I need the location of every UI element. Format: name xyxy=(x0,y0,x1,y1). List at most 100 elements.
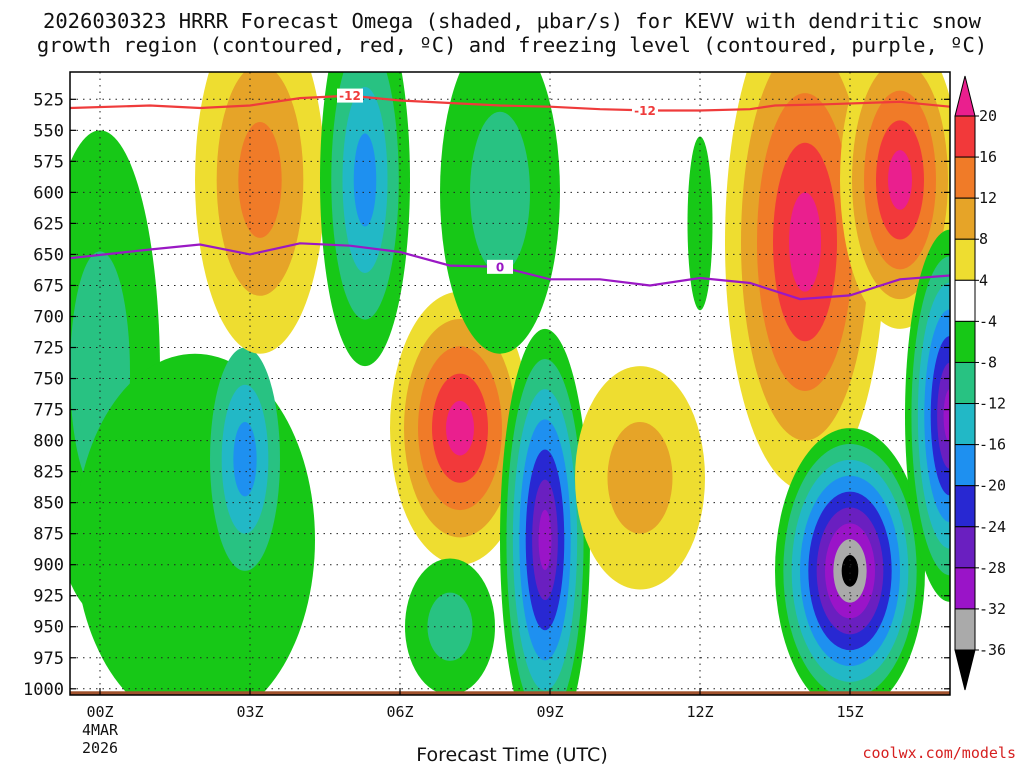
y-tick-label-950: 950 xyxy=(33,618,64,638)
omega-shade-5-gt20 xyxy=(446,400,474,456)
dgz-contour-label-bg-1 xyxy=(632,103,658,118)
x-tick-label-00Z: 00Z xyxy=(86,703,113,721)
omega-feature-14 xyxy=(905,229,950,602)
colorbar-label--24: -24 xyxy=(979,518,1006,536)
x-tick-label-12Z: 12Z xyxy=(686,703,713,721)
x-tick-label-06Z: 06Z xyxy=(386,703,413,721)
freezing-contour-label-0: 0 xyxy=(496,260,504,274)
colorbar-band-m24_m20 xyxy=(954,485,976,528)
y-tick-label-600: 600 xyxy=(33,183,64,203)
y-axis: 525 550 575 600 625 650 675 700 725 750 775 800 825 8… xyxy=(23,90,950,700)
colorbar-label--8: -8 xyxy=(979,353,997,371)
freezing-contour-line xyxy=(70,242,950,301)
omega-shade-3-12_16 xyxy=(238,122,282,238)
colorbar-label--36: -36 xyxy=(979,641,1006,659)
y-tick-label-875: 875 xyxy=(33,525,64,545)
y-tick-label-750: 750 xyxy=(33,370,64,390)
y-tick-label-700: 700 xyxy=(33,307,64,327)
omega-feature-7 xyxy=(500,328,590,695)
omega-shade-12-gt20 xyxy=(888,150,912,210)
omega-feature-9 xyxy=(575,366,705,590)
y-tick-label-900: 900 xyxy=(33,556,64,576)
omega-shade-13-lt36 xyxy=(841,555,859,587)
x-axis-title: Forecast Time (UTC) xyxy=(416,744,608,766)
colorbar-label--16: -16 xyxy=(979,436,1006,454)
omega-shade-4-m20_m16 xyxy=(353,133,377,227)
omega-feature-5 xyxy=(390,291,530,565)
omega-shade-10-m8_m4 xyxy=(687,136,713,311)
omega-shade-9-8_12 xyxy=(607,421,673,534)
dgz-contour-label-bg-0 xyxy=(337,88,363,103)
omega-feature-12 xyxy=(840,72,950,329)
colorbar: 20 16 12 8 4 -4 -8 -12 -16 -20 -24 -28 -32 -36 xyxy=(954,75,1006,691)
colorbar-label-4: 4 xyxy=(979,271,988,289)
omega-shade-8-m12_m8 xyxy=(427,592,473,661)
dgz-contour-label-1: -12 xyxy=(634,104,656,118)
chart-title-line-2: growth region (contoured, red, ºC) and f… xyxy=(36,33,988,57)
plot-frame xyxy=(69,71,951,696)
credit-text: coolwx.com/models xyxy=(862,744,1016,762)
chart-title-line-1: 2026030323 HRRR Forecast Omega (shaded, … xyxy=(43,9,981,33)
colorbar-band-m32_m28 xyxy=(954,567,976,610)
colorbar-label--28: -28 xyxy=(979,559,1006,577)
omega-feature-13 xyxy=(775,428,925,695)
colorbar-label-16: 16 xyxy=(979,148,997,166)
omega-shade-7-m32_m28 xyxy=(538,509,552,571)
colorbar-band-m28_m24 xyxy=(954,526,976,569)
colorbar-band-12_16 xyxy=(954,156,976,199)
colorbar-band-8_12 xyxy=(954,197,976,240)
colorbar-label--4: -4 xyxy=(979,312,997,330)
y-tick-label-800: 800 xyxy=(33,432,64,452)
colorbar-band-m12_m8 xyxy=(954,361,976,405)
x-tick-label-15Z: 15Z xyxy=(836,703,863,721)
colorbar-gt20 xyxy=(954,75,976,117)
y-tick-label-925: 925 xyxy=(33,587,64,607)
y-tick-label-575: 575 xyxy=(33,152,64,172)
y-tick-label-1000: 1000 xyxy=(23,680,64,700)
colorbar-label-20: 20 xyxy=(979,107,997,125)
colorbar-lt36 xyxy=(954,649,976,691)
colorbar-band-m8_m4 xyxy=(954,320,976,363)
omega-shade-14-m32_m28 xyxy=(943,389,950,443)
y-tick-label-650: 650 xyxy=(33,245,64,265)
colorbar-label-8: 8 xyxy=(979,230,988,248)
x-tick-label-03Z: 03Z xyxy=(236,703,263,721)
y-tick-label-625: 625 xyxy=(33,214,64,234)
dgz-contour-line xyxy=(70,94,950,112)
omega-feature-4 xyxy=(320,72,410,367)
y-tick-label-675: 675 xyxy=(33,276,64,296)
x-date-label-month: 4MAR xyxy=(82,721,119,739)
y-tick-label-975: 975 xyxy=(33,649,64,669)
y-tick-label-550: 550 xyxy=(33,121,64,141)
colorbar-band-m20_m16 xyxy=(954,444,976,487)
omega-feature-8 xyxy=(405,558,495,695)
y-tick-label-775: 775 xyxy=(33,401,64,421)
omega-shade-11-gt20 xyxy=(789,192,821,292)
contours: -12 -12 0 xyxy=(70,88,950,301)
y-tick-label-825: 825 xyxy=(33,463,64,483)
omega-feature-3 xyxy=(195,72,325,354)
y-tick-label-850: 850 xyxy=(33,494,64,514)
omega-feature-10 xyxy=(687,136,713,311)
x-date-label-year: 2026 xyxy=(82,739,118,757)
colorbar-band-m36_m32 xyxy=(954,608,976,651)
dgz-contour-label-0: -12 xyxy=(339,89,361,103)
colorbar-label--12: -12 xyxy=(979,395,1006,413)
colorbar-band-m4_4 xyxy=(954,279,976,322)
y-tick-label-725: 725 xyxy=(33,339,64,359)
omega-shading xyxy=(70,72,950,695)
colorbar-band-4_8 xyxy=(954,238,976,281)
colorbar-band-16_20 xyxy=(954,115,976,158)
colorbar-label--32: -32 xyxy=(979,600,1006,618)
x-tick-label-09Z: 09Z xyxy=(536,703,563,721)
y-tick-label-525: 525 xyxy=(33,90,64,110)
ground-surface xyxy=(70,691,950,695)
omega-shade-2-m20_m16 xyxy=(233,421,257,497)
colorbar-label-12: 12 xyxy=(979,189,997,207)
freezing-contour-label-bg-0 xyxy=(487,259,513,274)
colorbar-band-m16_m12 xyxy=(954,403,976,446)
omega-feature-2 xyxy=(210,347,280,571)
colorbar-label--20: -20 xyxy=(979,477,1006,495)
